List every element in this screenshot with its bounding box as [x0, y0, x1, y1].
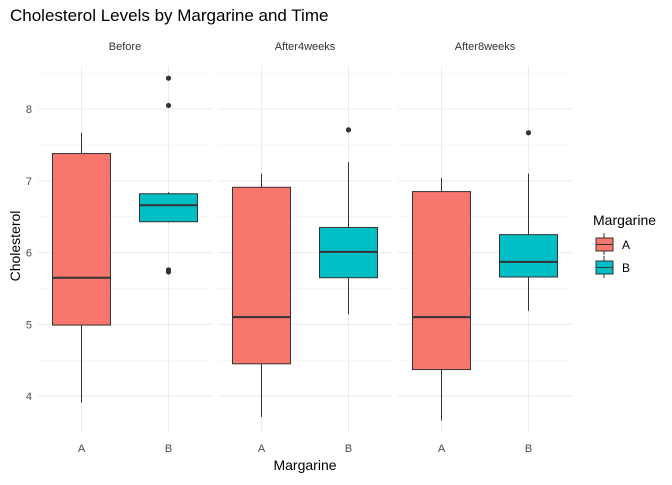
- y-tick-label: 6: [26, 248, 32, 260]
- y-tick-label: 4: [26, 391, 32, 403]
- facet-panel-after4weeks: After4weeks A B: [218, 41, 392, 455]
- chart-title: Cholesterol Levels by Margarine and Time: [10, 6, 328, 25]
- outlier-point: [525, 130, 532, 136]
- y-tick-label: 5: [26, 319, 32, 331]
- x-tick-label: A: [438, 443, 446, 455]
- y-tick-label: 8: [26, 104, 32, 116]
- box-b: [139, 75, 198, 275]
- legend-key-b: B: [595, 256, 630, 278]
- x-tick-label: A: [78, 443, 86, 455]
- box-a: [232, 173, 291, 417]
- box-b: [319, 127, 378, 315]
- box-a: [412, 177, 471, 421]
- y-axis-title: Cholesterol: [7, 211, 23, 282]
- box-body: [499, 234, 558, 278]
- x-tick-label: B: [525, 443, 532, 455]
- y-axis: 4 5 6 7 8: [26, 104, 32, 403]
- legend-title: Margarine: [593, 212, 656, 228]
- outlier-point: [345, 127, 352, 133]
- outlier-point: [165, 75, 172, 81]
- legend-items: AB: [595, 233, 630, 278]
- legend: Margarine AB: [593, 212, 656, 278]
- x-axis-title: Margarine: [273, 457, 336, 473]
- facet-strip-label: Before: [109, 41, 141, 53]
- x-tick-label: B: [165, 443, 172, 455]
- legend-key-a: A: [595, 233, 630, 255]
- facet-strip-label: After4weeks: [275, 41, 336, 53]
- outlier-point: [165, 267, 172, 273]
- facet-panels: Before A B After4weeks A B After8weeks A B: [38, 41, 572, 455]
- box-a: [52, 132, 111, 403]
- box-b: [499, 130, 558, 311]
- box-body: [139, 193, 198, 223]
- box-body: [232, 186, 291, 365]
- x-tick-label: A: [258, 443, 266, 455]
- outlier-point: [165, 102, 172, 109]
- x-tick-label: B: [345, 443, 352, 455]
- y-tick-label: 7: [26, 176, 32, 188]
- legend-label: A: [622, 238, 630, 252]
- box-body: [52, 153, 111, 326]
- box-body: [412, 191, 471, 371]
- facet-panel-before: Before A B: [38, 41, 212, 455]
- legend-label: B: [622, 261, 630, 275]
- facet-strip-label: After8weeks: [455, 41, 516, 53]
- facet-panel-after8weeks: After8weeks A B: [398, 41, 572, 455]
